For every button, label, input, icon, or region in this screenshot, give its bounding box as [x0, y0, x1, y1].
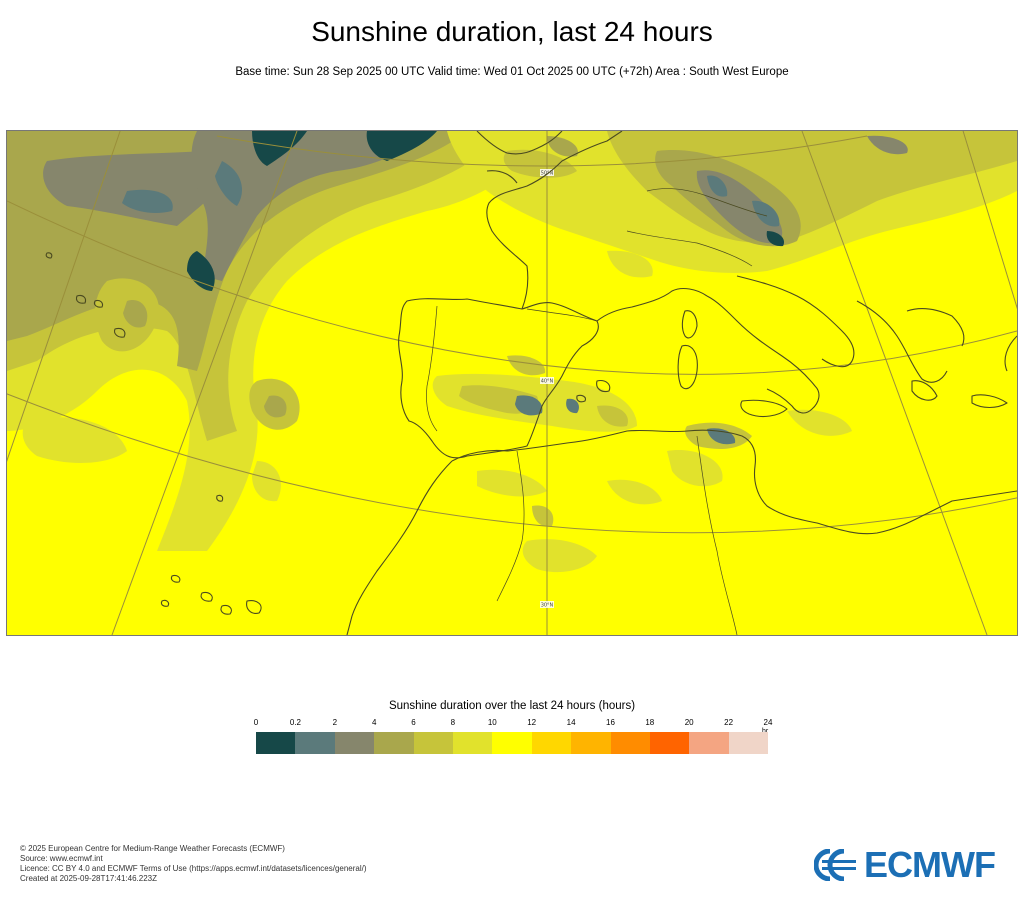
lat-label-40n: 40°N: [541, 379, 554, 385]
meridian-e1: [801, 131, 988, 635]
ecmwf-logo-icon: [814, 849, 856, 881]
legend-tick: 14: [566, 718, 576, 727]
map-panel: 50°N 40°N 30°N: [6, 130, 1018, 636]
coast-north-africa: [451, 429, 1017, 535]
coast-sardinia: [677, 344, 698, 390]
legend-tick: 2: [332, 718, 338, 727]
coast-canary-3: [220, 605, 232, 615]
coast-france-med: [596, 287, 708, 322]
legend-swatch: [295, 732, 335, 754]
coast-canary-5: [160, 599, 170, 607]
legend-swatch: [492, 732, 532, 754]
legend-swatch: [728, 732, 769, 754]
legend-tick: 18: [645, 718, 655, 727]
coast-greece-north: [906, 307, 965, 347]
footer-copyright: © 2025 European Centre for Medium-Range …: [20, 844, 285, 853]
parallel-30n: [7, 393, 1017, 534]
legend-swatch: [256, 732, 296, 754]
footer-source: Source: www.ecmwf.int: [20, 854, 103, 863]
coast-morocco-atlantic: [346, 460, 453, 635]
legend-swatch: [689, 732, 729, 754]
legend-unit: hr: [762, 728, 768, 735]
legend-tick: 0.2: [289, 718, 301, 727]
coast-sicily: [740, 399, 788, 418]
border-algeria-tunisia: [696, 435, 738, 635]
legend-swatch: [610, 732, 650, 754]
meridian-e2: [962, 131, 1017, 310]
legend-tick: 24: [763, 718, 773, 727]
coast-crete: [971, 394, 1008, 409]
legend-swatch: [571, 732, 611, 754]
legend-tick: 22: [724, 718, 734, 727]
coast-canary-1: [170, 574, 181, 583]
legend-swatch: [413, 732, 453, 754]
legend-tick: 4: [371, 718, 377, 727]
meridian-w2: [7, 131, 121, 462]
coast-madeira: [216, 494, 224, 502]
legend-swatch: [374, 732, 414, 754]
sunshine-map: 50°N 40°N 30°N: [7, 131, 1017, 635]
coast-canary-2: [200, 592, 213, 602]
ecmwf-logo-text: ECMWF: [864, 844, 996, 885]
footer-licence: Licence: CC BY 4.0 and ECMWF Terms of Us…: [20, 864, 367, 873]
coast-azores-3: [114, 327, 126, 338]
legend-tick: 6: [411, 718, 416, 727]
coast-ibiza: [576, 394, 586, 403]
coast-italy-east: [736, 275, 855, 368]
border-morocco-algeria: [496, 450, 525, 602]
legend-swatch: [649, 732, 690, 754]
cloud-patches-west: [22, 278, 300, 502]
coastlines: [45, 131, 1017, 635]
legend-ticks: 0 0.2 2 4 6 8 10 12 14 16 18 20 22 24: [253, 718, 773, 730]
legend-tick: 10: [487, 718, 497, 727]
coast-azores-1: [75, 294, 87, 304]
coast-iberia: [398, 298, 599, 459]
ecmwf-logo: ECMWF: [814, 844, 1009, 885]
coast-britain: [476, 131, 563, 155]
border-central-europe: [646, 188, 768, 217]
coast-france-atlantic: [486, 131, 623, 310]
legend-tick: 8: [450, 718, 456, 727]
legend-tick: 12: [527, 718, 537, 727]
meridian-w1: [111, 131, 298, 635]
coast-brittany: [486, 170, 518, 184]
coast-italy-west: [706, 295, 820, 414]
legend-swatch: [531, 732, 572, 754]
legend-colorbar: [256, 732, 769, 754]
coast-azores-2: [93, 299, 104, 308]
footer-credits: © 2025 European Centre for Medium-Range …: [20, 844, 367, 884]
legend-swatch: [452, 732, 493, 754]
border-portugal-spain: [426, 305, 438, 432]
graticule: [7, 131, 1017, 635]
footer-created: Created at 2025-09-28T17:41:46.223Z: [20, 874, 157, 883]
cloud-iberia-med: [432, 355, 852, 573]
coast-canary-4: [246, 600, 262, 614]
legend-swatch: [334, 732, 375, 754]
coast-corsica: [681, 310, 698, 339]
coast-peloponnese: [911, 380, 938, 401]
coast-balkans: [856, 300, 948, 383]
chart-title: Sunshine duration, last 24 hours: [311, 16, 713, 47]
legend-tick: 20: [684, 718, 694, 727]
border-alps: [626, 230, 753, 267]
legend-title: Sunshine duration over the last 24 hours…: [388, 700, 636, 712]
lat-label-30n: 30°N: [541, 603, 554, 609]
cloud-central-europe: [447, 131, 1017, 278]
chart-subtitle: Base time: Sun 28 Sep 2025 00 UTC Valid …: [235, 66, 789, 78]
coast-azores-4: [45, 252, 53, 259]
coast-turkey: [1004, 335, 1017, 372]
cloud-band-atlantic: [7, 131, 547, 551]
parallel-50n: [216, 135, 868, 167]
parallel-40n: [7, 200, 1017, 375]
coast-mallorca: [596, 380, 611, 393]
legend-tick: 16: [606, 718, 615, 727]
legend-tick: 0: [253, 718, 259, 727]
border-france-spain: [526, 308, 598, 322]
